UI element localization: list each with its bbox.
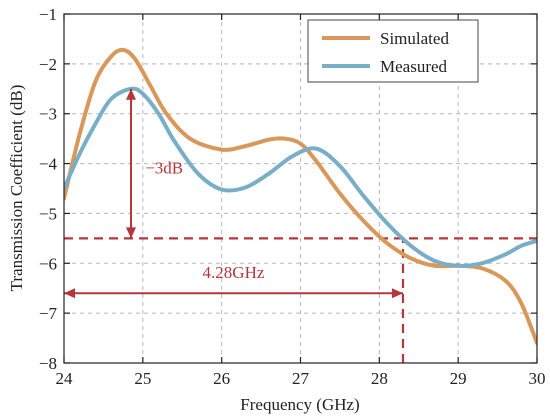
legend-label: Simulated [380, 29, 449, 48]
x-tick-label: 26 [213, 369, 230, 388]
legend: Simulated Measured [307, 19, 479, 83]
arrow-head [64, 288, 75, 299]
y-tick-label: −3 [39, 105, 57, 124]
y-tick-label: −7 [39, 304, 58, 323]
x-tick-label: 25 [134, 369, 151, 388]
annotation-label: 4.28GHz [203, 263, 265, 282]
annotation-label: −3dB [145, 159, 183, 178]
series-lines [64, 47, 537, 346]
y-tick-label: −4 [39, 155, 58, 174]
x-tick-label: 24 [56, 369, 74, 388]
reference-lines [64, 237, 537, 363]
series-line-measured [64, 86, 537, 268]
y-tick-label: −1 [39, 5, 57, 24]
legend-box [307, 19, 479, 83]
arrow-head [126, 88, 137, 100]
y-tick-label: −2 [39, 55, 57, 74]
y-axis-title: Transmission Coefficient (dB) [7, 85, 26, 292]
legend-label: Measured [380, 57, 448, 76]
annotations: −3dB 4.28GHz [64, 88, 403, 299]
x-tick-label: 29 [450, 369, 467, 388]
arrow-head [126, 227, 137, 239]
x-tick-label: 27 [292, 369, 310, 388]
arrow-head [391, 288, 403, 299]
x-tick-label: 28 [371, 369, 388, 388]
y-tick-label: −6 [39, 254, 57, 273]
x-axis-title: Frequency (GHz) [240, 395, 359, 414]
axis-ticks: 24 25 26 27 28 29 30 −1 −2 −3 −4 −5 −6 −7 −8 [39, 5, 546, 388]
y-tick-label: −5 [39, 204, 57, 223]
y-tick-label: −8 [39, 354, 57, 373]
x-tick-label: 30 [529, 369, 546, 388]
series-line-simulated [64, 47, 537, 346]
